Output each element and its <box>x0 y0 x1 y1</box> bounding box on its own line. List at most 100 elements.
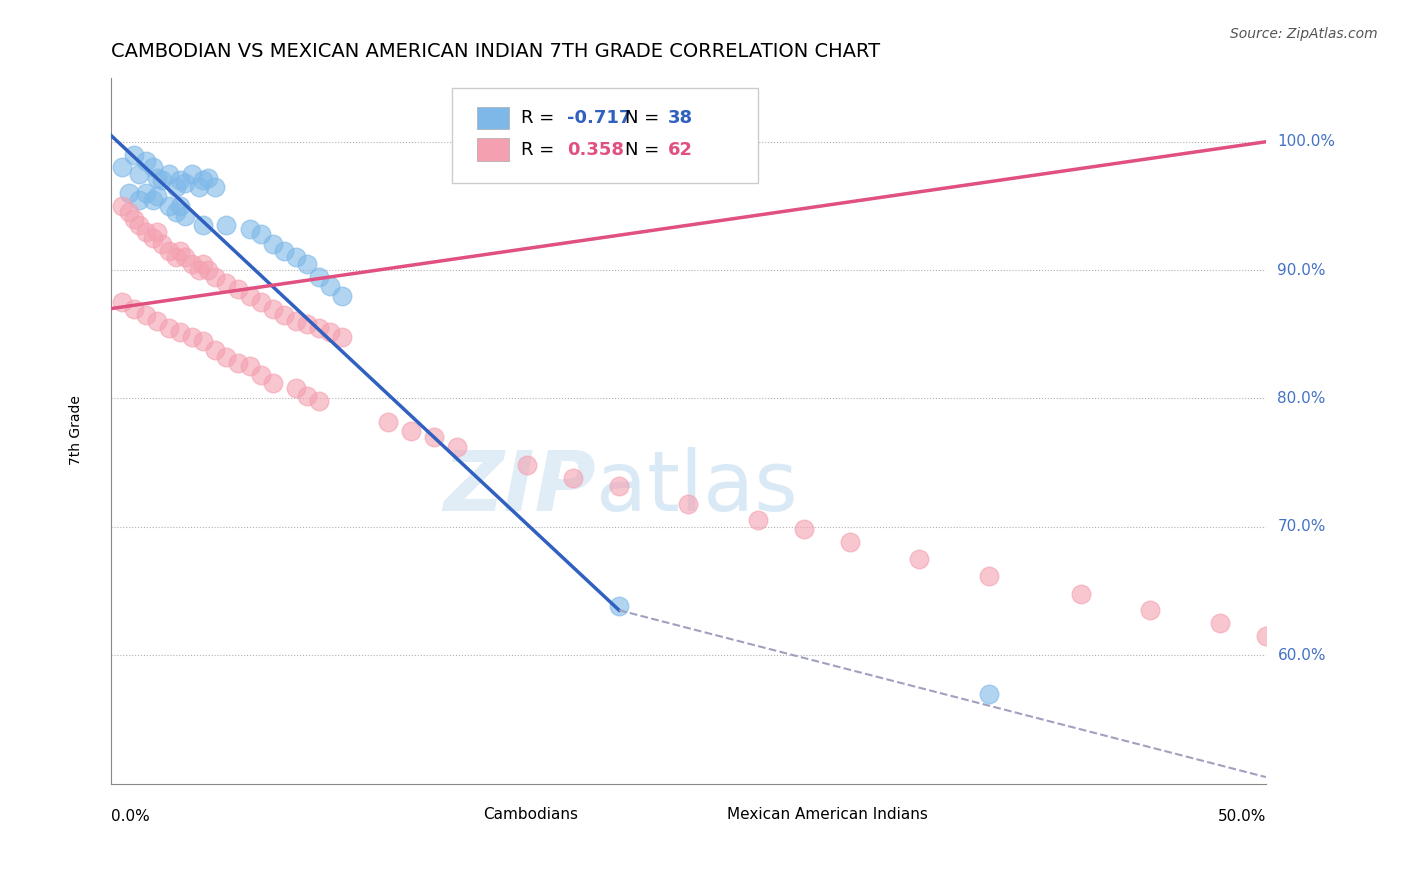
Point <box>399 424 422 438</box>
Point <box>250 227 273 242</box>
Text: Cambodians: Cambodians <box>482 807 578 822</box>
Point <box>747 513 769 527</box>
Point <box>262 237 284 252</box>
Text: 80.0%: 80.0% <box>1278 391 1326 406</box>
Point <box>193 173 215 187</box>
Point <box>165 250 187 264</box>
Point <box>118 205 141 219</box>
Point <box>423 430 446 444</box>
Point <box>297 389 319 403</box>
Point <box>561 471 583 485</box>
Point <box>446 440 468 454</box>
Point <box>516 458 538 473</box>
Point <box>284 381 307 395</box>
Point <box>169 199 191 213</box>
Point <box>122 147 145 161</box>
FancyBboxPatch shape <box>440 805 472 824</box>
Text: 60.0%: 60.0% <box>1278 648 1326 663</box>
Point <box>135 225 157 239</box>
Point <box>157 244 180 258</box>
Point <box>150 237 173 252</box>
Text: 0.0%: 0.0% <box>111 809 149 824</box>
FancyBboxPatch shape <box>477 106 509 129</box>
Point <box>204 179 226 194</box>
Text: 62: 62 <box>668 141 693 159</box>
Text: N =: N = <box>624 141 665 159</box>
Point <box>284 314 307 328</box>
Point <box>157 167 180 181</box>
Point <box>169 325 191 339</box>
Point <box>215 351 238 365</box>
Point <box>1254 629 1277 643</box>
Point <box>284 250 307 264</box>
Point <box>308 394 330 409</box>
Point <box>141 193 163 207</box>
Point <box>111 199 134 213</box>
Text: ZIP: ZIP <box>443 447 596 527</box>
Text: R =: R = <box>522 109 560 127</box>
Point <box>204 269 226 284</box>
Point <box>273 244 295 258</box>
Point <box>180 167 202 181</box>
Point <box>128 218 150 232</box>
Point <box>226 282 249 296</box>
Point <box>977 568 1000 582</box>
FancyBboxPatch shape <box>477 138 509 161</box>
Point <box>1139 603 1161 617</box>
Point <box>262 376 284 390</box>
FancyBboxPatch shape <box>451 88 758 184</box>
Point <box>118 186 141 200</box>
Text: atlas: atlas <box>596 447 797 527</box>
Point <box>111 295 134 310</box>
Point <box>197 263 219 277</box>
Text: N =: N = <box>624 109 665 127</box>
Text: 0.358: 0.358 <box>567 141 624 159</box>
Point <box>180 257 202 271</box>
Point <box>297 257 319 271</box>
Point <box>169 244 191 258</box>
Point <box>141 231 163 245</box>
Point <box>135 186 157 200</box>
Point <box>908 552 931 566</box>
Point <box>193 334 215 348</box>
Point <box>150 173 173 187</box>
Text: 100.0%: 100.0% <box>1278 135 1336 149</box>
Text: 70.0%: 70.0% <box>1278 519 1326 534</box>
Point <box>128 167 150 181</box>
Point <box>157 199 180 213</box>
Point <box>135 308 157 322</box>
FancyBboxPatch shape <box>683 805 716 824</box>
Point <box>187 263 209 277</box>
Point <box>308 269 330 284</box>
Point <box>146 225 169 239</box>
Point <box>122 211 145 226</box>
Text: CAMBODIAN VS MEXICAN AMERICAN INDIAN 7TH GRADE CORRELATION CHART: CAMBODIAN VS MEXICAN AMERICAN INDIAN 7TH… <box>111 42 880 61</box>
Point <box>197 170 219 185</box>
Point <box>607 599 630 614</box>
Text: R =: R = <box>522 141 560 159</box>
Point <box>839 535 862 549</box>
Point <box>215 276 238 290</box>
Point <box>135 154 157 169</box>
Point <box>319 325 342 339</box>
Point <box>215 218 238 232</box>
Point <box>204 343 226 357</box>
Point <box>377 415 399 429</box>
Point <box>173 176 195 190</box>
Point <box>678 497 700 511</box>
Point <box>238 222 260 236</box>
Text: 38: 38 <box>668 109 693 127</box>
Point <box>146 170 169 185</box>
Point <box>146 188 169 202</box>
Point <box>297 317 319 331</box>
Text: Source: ZipAtlas.com: Source: ZipAtlas.com <box>1230 27 1378 41</box>
Point <box>330 330 353 344</box>
Text: 7th Grade: 7th Grade <box>69 396 83 466</box>
Point <box>319 278 342 293</box>
Text: Mexican American Indians: Mexican American Indians <box>727 807 928 822</box>
Point <box>193 218 215 232</box>
Point <box>607 479 630 493</box>
Point <box>128 193 150 207</box>
Point <box>308 321 330 335</box>
Point <box>180 330 202 344</box>
